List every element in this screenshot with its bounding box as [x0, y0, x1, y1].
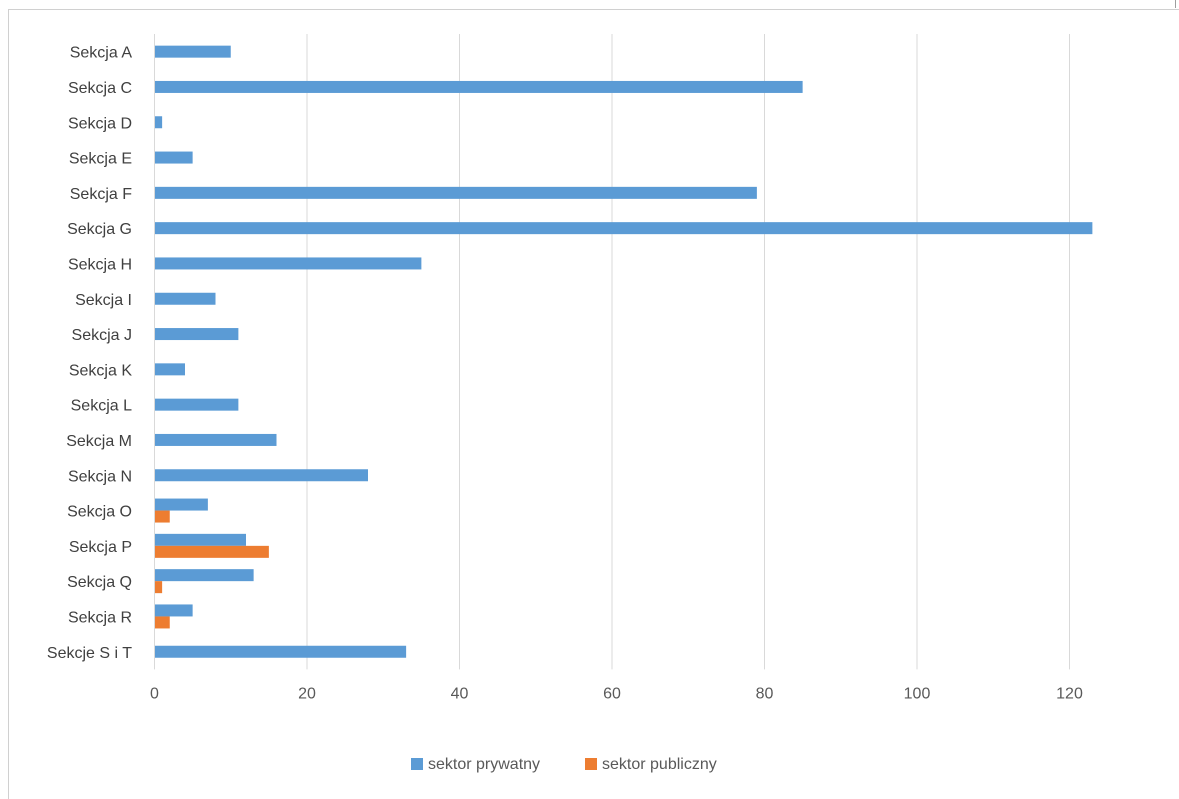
category-label: Sekcja J — [72, 327, 132, 344]
bar-sektor-prywatny — [154, 498, 208, 511]
bar-sektor-prywatny — [154, 604, 193, 617]
category-label: Sekcja N — [68, 468, 132, 485]
category-label: Sekcja L — [71, 398, 132, 415]
category-label: Sekcja I — [75, 292, 132, 309]
bar-sektor-prywatny — [154, 222, 1093, 235]
bar-sektor-prywatny — [154, 292, 216, 305]
x-tick-label: 0 — [150, 685, 159, 702]
category-label: Sekcja Q — [67, 574, 132, 591]
x-tick-label: 60 — [603, 685, 621, 702]
x-tick-label: 100 — [904, 685, 931, 702]
bar-sektor-prywatny — [154, 186, 757, 199]
x-tick-label: 120 — [1056, 685, 1083, 702]
bar-sektor-prywatny — [154, 328, 239, 341]
bar-sektor-prywatny — [154, 469, 368, 482]
bar-sektor-prywatny — [154, 433, 277, 446]
legend-label: sektor publiczny — [602, 756, 717, 773]
bar-sektor-prywatny — [154, 569, 254, 582]
bar-sektor-prywatny — [154, 533, 246, 546]
x-tick-label: 40 — [451, 685, 469, 702]
bar-sektor-prywatny — [154, 151, 193, 164]
category-label: Sekcja K — [69, 362, 132, 379]
bar-sektor-prywatny — [154, 645, 407, 658]
category-label: Sekcja G — [67, 221, 132, 238]
category-label: Sekcja M — [66, 433, 132, 450]
bar-sektor-publiczny — [154, 581, 163, 594]
x-tick-label: 80 — [756, 685, 774, 702]
bar-sektor-prywatny — [154, 257, 422, 270]
legend: sektor prywatny sektor publiczny — [411, 756, 717, 773]
legend-swatch — [585, 758, 597, 770]
bar-sektor-prywatny — [154, 363, 185, 376]
legend-swatch — [411, 758, 423, 770]
category-label: Sekcja C — [68, 80, 132, 97]
bars — [154, 45, 1093, 658]
legend-label: sektor prywatny — [428, 756, 540, 773]
category-label: Sekcja H — [68, 256, 132, 273]
category-label: Sekcja P — [69, 539, 132, 556]
category-label: Sekcja D — [68, 115, 132, 132]
x-tick-label: 20 — [298, 685, 316, 702]
bar-sektor-prywatny — [154, 80, 803, 93]
category-labels: Sekcja A Sekcja C Sekcja D Sekcja E Sekcja F… — [47, 45, 132, 662]
bar-sektor-prywatny — [154, 116, 163, 129]
category-label: Sekcja A — [70, 45, 133, 62]
chart-frame — [8, 9, 1179, 799]
category-label: Sekcja F — [70, 186, 132, 203]
bar-sektor-publiczny — [154, 545, 269, 558]
bar-sektor-publiczny — [154, 510, 170, 523]
bar-sektor-prywatny — [154, 45, 231, 58]
corner-mark — [1175, 0, 1176, 8]
category-label: Sekcja R — [68, 609, 132, 626]
bar-sektor-prywatny — [154, 398, 239, 411]
gridlines — [306, 34, 1070, 670]
tick-labels: 0 20 40 60 80 100 120 — [150, 685, 1083, 702]
bar-sektor-publiczny — [154, 616, 170, 629]
category-label: Sekcja E — [69, 151, 132, 168]
category-label: Sekcja O — [67, 504, 132, 521]
category-label: Sekcje S i T — [47, 645, 132, 662]
